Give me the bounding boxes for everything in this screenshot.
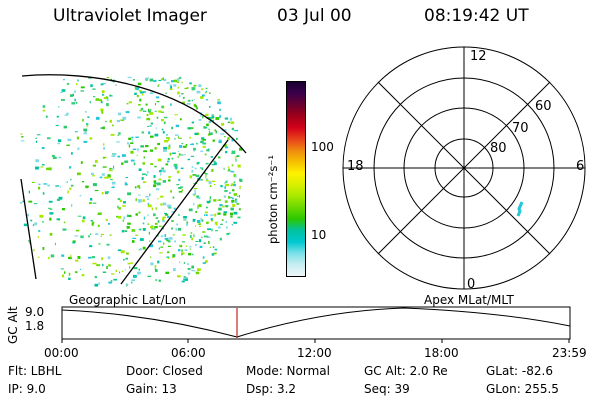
time-display: 08:19:42 UT [424, 6, 529, 26]
y-tick-high: 9.0 [25, 305, 45, 319]
altitude-curve [61, 307, 571, 338]
glat-info: GLat: -82.6 [486, 364, 553, 378]
door-info: Door: Closed [126, 364, 203, 378]
auroral-image [20, 74, 247, 287]
x-tick-2359: 23:59 [552, 346, 587, 360]
ip-info: IP: 9.0 [8, 382, 46, 396]
polar-emission-patch [516, 201, 524, 217]
x-tick-0000: 00:00 [44, 346, 79, 360]
date-display: 03 Jul 00 [277, 6, 352, 26]
terminator-line [120, 139, 229, 285]
app-title: Ultraviolet Imager [53, 6, 207, 26]
polar-label-top: 12 [470, 49, 487, 64]
meridian-line [20, 178, 37, 280]
polar-plot: 12 0 18 6 60 70 80 [342, 46, 586, 292]
polar-ring-label-80: 80 [490, 141, 507, 156]
polar-label-left: 18 [347, 159, 364, 174]
y-tick-low: 1.8 [25, 319, 45, 333]
seq-info: Seq: 39 [364, 382, 410, 396]
glon-info: GLon: 255.5 [486, 382, 559, 396]
polar-diagonal-2 [377, 81, 551, 255]
timeline-frame [61, 306, 571, 340]
filter-info: Flt: LBHL [8, 364, 62, 378]
polar-label-bottom: 0 [467, 277, 475, 292]
gain-info: Gain: 13 [126, 382, 177, 396]
x-tick-1200: 12:00 [297, 346, 332, 360]
gc-alt-info: GC Alt: 2.0 Re [364, 364, 448, 378]
x-tick-1800: 18:00 [424, 346, 459, 360]
colorbar-tick-100: 100 [311, 140, 334, 154]
polar-label-right: 6 [576, 159, 584, 174]
x-tick-0600: 06:00 [171, 346, 206, 360]
geo-coordinates-label: Geographic Lat/Lon [69, 293, 187, 307]
polar-ring-label-60: 60 [535, 99, 552, 114]
polar-ring-label-70: 70 [512, 121, 529, 136]
dsp-info: Dsp: 3.2 [246, 382, 297, 396]
apex-coordinates-label: Apex MLat/MLT [424, 293, 514, 307]
colorbar-tick-10: 10 [311, 228, 327, 242]
limb-arc [21, 74, 247, 154]
colorbar [286, 81, 306, 277]
mode-info: Mode: Normal [246, 364, 330, 378]
auroral-emission [20, 76, 243, 287]
